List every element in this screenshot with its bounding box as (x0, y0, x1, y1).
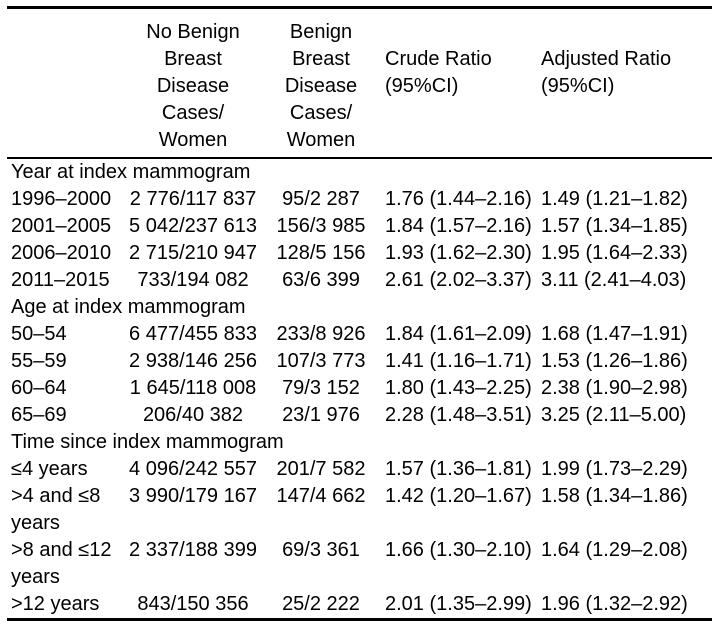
cell-crude-ratio: 1.84 (1.61–2.09) (385, 323, 532, 345)
col-header-crude-ratio: Crude Ratio (95%CI) (378, 7, 537, 159)
cell-no-benign-cases-women: 1 645/118 008 (129, 377, 257, 399)
cell-adjusted-ratio: 1.58 (1.34–1.86) (541, 485, 688, 507)
table-row: >4 and ≤8 years 3 990/179 167 147/4 662 1.4… (7, 483, 712, 537)
cell-adjusted-ratio: 1.49 (1.21–1.82) (541, 188, 688, 210)
cell-row-label: 55–59 (11, 350, 67, 372)
section-title: Year at index mammogram (11, 161, 251, 183)
cell-benign-cases-women: 95/2 287 (282, 188, 360, 210)
cell-benign-cases-women: 201/7 582 (276, 458, 366, 480)
cell-benign-cases-women: 107/3 773 (276, 350, 366, 372)
table-row: >8 and ≤12 years 2 337/188 399 69/3 361 1.6… (7, 537, 712, 591)
cell-adjusted-ratio: 3.11 (2.41–4.03) (541, 269, 687, 291)
cell-adjusted-ratio: 1.68 (1.47–1.91) (541, 323, 688, 345)
ratio-results-table: No Benign Breast Disease Cases/ Women Be… (7, 6, 712, 621)
table-row: 65–69 206/40 382 23/1 976 2.28 (1.48–3.51) 3… (7, 402, 712, 429)
cell-benign-cases-women: 233/8 926 (276, 323, 366, 345)
cell-benign-cases-women: 25/2 222 (282, 593, 360, 615)
cell-row-label: 65–69 (11, 404, 67, 426)
cell-row-label: 1996–2000 (11, 188, 112, 210)
cell-benign-cases-women: 156/3 985 (276, 215, 366, 237)
table-row: 2001–2005 5 042/237 613 156/3 985 1.84 (1.5… (7, 213, 712, 240)
cell-crude-ratio: 1.41 (1.16–1.71) (385, 350, 532, 372)
cell-row-label: 2006–2010 (11, 242, 112, 264)
cell-no-benign-cases-women: 4 096/242 557 (129, 458, 257, 480)
cell-row-label: 2001–2005 (11, 215, 112, 237)
section-title: Age at index mammogram (11, 296, 246, 318)
cell-crude-ratio: 2.01 (1.35–2.99) (385, 593, 532, 615)
cell-no-benign-cases-women: 2 776/117 837 (129, 188, 257, 210)
cell-row-label: 2011–2015 (11, 269, 110, 291)
cell-adjusted-ratio: 1.57 (1.34–1.85) (541, 215, 688, 237)
cell-no-benign-cases-women: 2 337/188 399 (129, 539, 257, 561)
cell-no-benign-cases-women: 2 715/210 947 (129, 242, 257, 264)
table-row: 60–64 1 645/118 008 79/3 152 1.80 (1.43–2.2… (7, 375, 712, 402)
table-body: Year at index mammogram 1996–2000 2 776/11… (7, 158, 712, 620)
cell-crude-ratio: 1.84 (1.57–2.16) (385, 215, 532, 237)
cell-no-benign-cases-women: 2 938/146 256 (129, 350, 257, 372)
cell-adjusted-ratio: 1.64 (1.29–2.08) (541, 539, 688, 561)
cell-benign-cases-women: 23/1 976 (282, 404, 360, 426)
cell-benign-cases-women: 63/6 399 (282, 269, 360, 291)
cell-benign-cases-women: 147/4 662 (276, 485, 366, 507)
cell-no-benign-cases-women: 206/40 382 (142, 404, 244, 426)
cell-benign-cases-women: 79/3 152 (282, 377, 360, 399)
table-row: 55–59 2 938/146 256 107/3 773 1.41 (1.16–1.… (7, 348, 712, 375)
cell-row-label: >12 years (11, 593, 100, 615)
section-title-row: Time since index mammogram (7, 429, 712, 456)
section-title-row: Age at index mammogram (7, 294, 712, 321)
cell-crude-ratio: 1.42 (1.20–1.67) (385, 485, 532, 507)
cell-benign-cases-women: 128/5 156 (276, 242, 366, 264)
table-row: >12 years 843/150 356 25/2 222 2.01 (1.35–2… (7, 591, 712, 620)
cell-no-benign-cases-women: 5 042/237 613 (129, 215, 257, 237)
table-row: 1996–2000 2 776/117 837 95/2 287 1.76 (1.44… (7, 186, 712, 213)
col-header-no-benign-breast-disease: No Benign Breast Disease Cases/ Women (122, 7, 264, 159)
cell-crude-ratio: 1.57 (1.36–1.81) (385, 458, 532, 480)
cell-row-label: 50–54 (11, 323, 67, 345)
table-row: ≤4 years 4 096/242 557 201/7 582 1.57 (1.36… (7, 456, 712, 483)
col-header-benign-breast-disease: Benign Breast Disease Cases/ Women (264, 7, 378, 159)
cell-adjusted-ratio: 1.96 (1.32–2.92) (541, 593, 688, 615)
cell-no-benign-cases-women: 6 477/455 833 (129, 323, 257, 345)
section-title: Time since index mammogram (11, 431, 284, 453)
header-row: No Benign Breast Disease Cases/ Women Be… (7, 7, 712, 159)
cell-crude-ratio: 1.93 (1.62–2.30) (385, 242, 532, 264)
table-row: 2011–2015 733/194 082 63/6 399 2.61 (2.02–3… (7, 267, 712, 294)
table-row: 2006–2010 2 715/210 947 128/5 156 1.93 (1.6… (7, 240, 712, 267)
section-title-row: Year at index mammogram (7, 158, 712, 186)
cell-no-benign-cases-women: 3 990/179 167 (129, 485, 257, 507)
cell-adjusted-ratio: 1.99 (1.73–2.29) (541, 458, 688, 480)
cell-row-label: >4 and ≤8 years (11, 485, 101, 534)
cell-crude-ratio: 1.66 (1.30–2.10) (385, 539, 532, 561)
col-header-adjusted-ratio: Adjusted Ratio (95%CI) (537, 7, 712, 159)
cell-row-label: 60–64 (11, 377, 67, 399)
cell-crude-ratio: 2.28 (1.48–3.51) (385, 404, 532, 426)
cell-row-label: ≤4 years (11, 458, 88, 480)
cell-crude-ratio: 1.76 (1.44–2.16) (385, 188, 532, 210)
cell-benign-cases-women: 69/3 361 (282, 539, 360, 561)
cell-crude-ratio: 1.80 (1.43–2.25) (385, 377, 532, 399)
col-header-row-label (7, 7, 122, 159)
cell-adjusted-ratio: 1.53 (1.26–1.86) (541, 350, 688, 372)
cell-crude-ratio: 2.61 (2.02–3.37) (385, 269, 532, 291)
cell-no-benign-cases-women: 733/194 082 (137, 269, 249, 291)
cell-adjusted-ratio: 3.25 (2.11–5.00) (541, 404, 687, 426)
cell-adjusted-ratio: 2.38 (1.90–2.98) (541, 377, 688, 399)
cell-row-label: >8 and ≤12 years (11, 539, 112, 588)
cell-adjusted-ratio: 1.95 (1.64–2.33) (541, 242, 688, 264)
cell-no-benign-cases-women: 843/150 356 (137, 593, 249, 615)
table-row: 50–54 6 477/455 833 233/8 926 1.84 (1.61–2.… (7, 321, 712, 348)
